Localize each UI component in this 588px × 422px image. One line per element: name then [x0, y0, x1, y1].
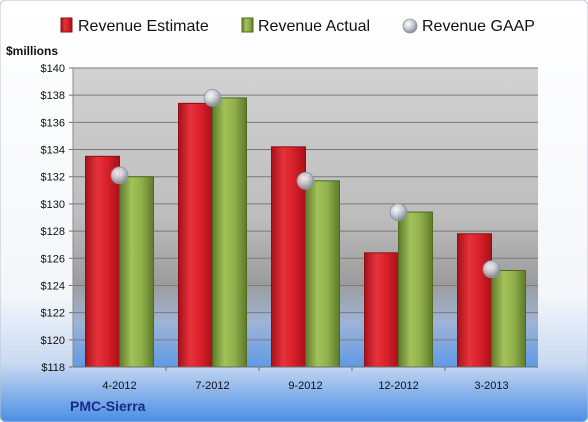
- legend-swatch-actual: [241, 17, 254, 33]
- gaap-marker: [482, 260, 501, 279]
- bar-revenue-actual: [119, 176, 154, 368]
- y-tick-label: $134: [41, 145, 65, 157]
- bar-revenue-actual: [212, 97, 247, 368]
- legend-swatch-gaap: [402, 18, 418, 34]
- y-tick-label: $138: [41, 90, 65, 102]
- gaap-marker: [296, 171, 315, 190]
- y-tick-label: $140: [41, 63, 65, 75]
- legend: Revenue Estimate Revenue Actual Revenue …: [60, 17, 535, 35]
- x-tick-label: 9-2012: [288, 380, 322, 392]
- x-axis-ticks: 4-2012 7-2012 9-2012 12-2012 3-2013: [102, 367, 509, 392]
- gaap-marker: [110, 166, 129, 185]
- y-tick-label: $118: [41, 362, 65, 374]
- y-tick-label: $120: [41, 335, 65, 347]
- bar-revenue-estimate: [457, 233, 492, 368]
- bar-revenue-estimate: [85, 155, 120, 368]
- legend-label-gaap: Revenue GAAP: [422, 18, 535, 35]
- y-tick-label: $136: [41, 117, 65, 129]
- y-tick-label: $122: [41, 308, 65, 320]
- y-tick-label: $124: [41, 280, 65, 292]
- bar-revenue-estimate: [364, 252, 399, 368]
- bar-revenue-actual: [305, 180, 340, 368]
- x-tick-label: 4-2012: [102, 380, 136, 392]
- legend-label-estimate: Revenue Estimate: [78, 18, 209, 35]
- y-tick-label: $128: [41, 226, 65, 238]
- bar-revenue-actual: [491, 270, 526, 368]
- gaap-markers: [110, 89, 501, 279]
- bars: [85, 97, 526, 368]
- legend-swatch-estimate: [60, 17, 73, 33]
- x-tick-label: 12-2012: [378, 380, 418, 392]
- x-tick-label: 7-2012: [195, 380, 229, 392]
- gaap-marker: [203, 89, 222, 107]
- y-tick-label: $132: [41, 172, 65, 184]
- legend-label-actual: Revenue Actual: [258, 18, 370, 35]
- y-tick-label: $126: [41, 253, 65, 265]
- x-tick-label: 3-2013: [474, 380, 508, 392]
- y-axis-unit-label: $millions: [6, 44, 58, 58]
- y-tick-label: $130: [41, 199, 65, 211]
- gaap-marker: [389, 203, 408, 221]
- company-name: PMC-Sierra: [70, 398, 146, 414]
- bar-revenue-estimate: [178, 102, 213, 368]
- bar-revenue-actual: [398, 211, 433, 368]
- y-axis-ticks: $118 $120 $122 $124 $126 $128 $130 $132 $134 $136…: [41, 63, 73, 374]
